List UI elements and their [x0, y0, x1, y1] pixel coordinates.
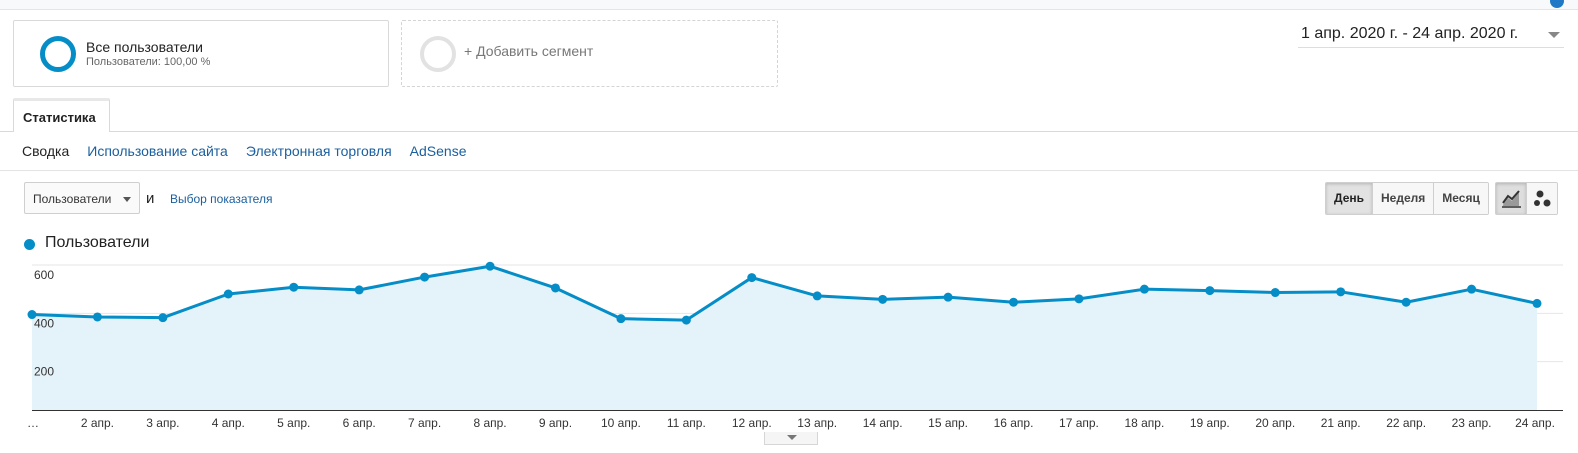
line-chart-icon [1502, 190, 1521, 208]
data-point [27, 310, 37, 320]
data-point [354, 285, 364, 295]
data-point [1139, 284, 1149, 294]
top-toolbar-strip [0, 0, 1578, 10]
x-tick-label: 12 апр. [732, 416, 772, 430]
x-tick-label: 2 апр. [81, 416, 114, 430]
add-segment-button[interactable]: + Добавить сегмент [401, 20, 778, 87]
tab-strip-line [0, 131, 1578, 132]
subnav-adsense[interactable]: AdSense [409, 143, 467, 159]
data-point [420, 272, 430, 282]
x-tick-label: 19 апр. [1190, 416, 1230, 430]
segment-all-users[interactable]: Все пользователи Пользователи: 100,00 % [13, 20, 389, 87]
x-tick-label: 11 апр. [667, 416, 706, 430]
x-tick-label: 3 апр. [146, 416, 179, 430]
chart-type-toggle [1495, 182, 1558, 215]
series-area [32, 266, 1537, 410]
tab-statistics[interactable]: Статистика [13, 98, 110, 132]
choose-metric-link[interactable]: Выбор показателя [170, 192, 273, 206]
data-point [1532, 298, 1542, 308]
data-point [1401, 297, 1411, 307]
empty-segment-ring-icon [420, 36, 456, 72]
metric-select[interactable]: Пользователи [24, 182, 140, 214]
x-tick-label: 21 апр. [1321, 416, 1361, 430]
subnav-divider [0, 170, 1578, 171]
data-point [1270, 288, 1280, 298]
subnav-site-usage[interactable]: Использование сайта [87, 143, 228, 159]
x-tick-label: 20 апр. [1255, 416, 1295, 430]
data-point [943, 292, 953, 302]
data-point [1074, 294, 1084, 304]
x-tick-label: 14 апр. [863, 416, 903, 430]
chevron-down-icon [1548, 32, 1560, 38]
account-indicator[interactable] [1550, 0, 1564, 8]
y-tick-label: 400 [34, 316, 54, 330]
series-line [31, 264, 1538, 322]
data-point [223, 289, 233, 299]
y-tick-label: 600 [34, 268, 54, 282]
x-tick-label: 10 апр. [601, 416, 641, 430]
period-day-button[interactable]: День [1326, 183, 1373, 214]
y-tick-label: 200 [34, 365, 54, 379]
motion-chart-button[interactable] [1526, 183, 1557, 214]
subnav-ecommerce[interactable]: Электронная торговля [245, 143, 392, 159]
users-line-chart: 200 400 600 … 2 апр. 3 апр. 4 апр. 5 апр. 6 апр.… [27, 261, 1563, 430]
x-tick-label: 6 апр. [343, 416, 376, 430]
date-range-picker[interactable]: 1 апр. 2020 г. - 24 апр. 2020 г. [1298, 20, 1564, 48]
x-tick-label: 18 апр. [1124, 416, 1164, 430]
segment-subtitle: Пользователи: 100,00 % [86, 56, 211, 68]
data-point [616, 314, 626, 324]
x-tick-label: 8 апр. [473, 416, 506, 430]
data-point [1467, 284, 1477, 294]
x-tick-label: 16 апр. [994, 416, 1034, 430]
x-tick-label: 13 апр. [797, 416, 837, 430]
x-tick-label: 4 апр. [212, 416, 245, 430]
x-tick-label: … [27, 416, 39, 430]
and-label: и [146, 190, 155, 207]
data-point [1205, 286, 1215, 296]
data-point [681, 315, 691, 325]
x-tick-label: 5 апр. [277, 416, 310, 430]
segment-ring-icon [40, 36, 76, 72]
x-tick-label: 9 апр. [539, 416, 572, 430]
report-subnav: Сводка Использование сайта Электронная т… [22, 143, 467, 161]
data-point [92, 312, 102, 322]
data-point [158, 313, 168, 323]
x-tick-label: 23 апр. [1452, 416, 1492, 430]
line-chart-button[interactable] [1496, 183, 1527, 214]
data-point [485, 261, 495, 271]
motion-chart-icon [1533, 190, 1551, 207]
x-tick-label: 24 апр. [1515, 416, 1555, 430]
add-segment-label: + Добавить сегмент [464, 43, 594, 59]
tab-statistics-label: Статистика [23, 110, 96, 125]
legend-series-label: Пользователи [45, 234, 150, 251]
period-toggle: День Неделя Месяц [1325, 182, 1489, 215]
period-week-button[interactable]: Неделя [1373, 183, 1435, 214]
data-point [812, 291, 822, 301]
data-point [289, 282, 299, 292]
data-point [1336, 287, 1346, 297]
x-tick-label: 15 апр. [928, 416, 968, 430]
legend-series-dot [24, 239, 35, 250]
data-point [747, 273, 757, 283]
chevron-down-icon [123, 197, 131, 202]
period-month-button[interactable]: Месяц [1434, 183, 1488, 214]
data-point [878, 294, 888, 304]
metric-select-value: Пользователи [33, 192, 112, 206]
data-point [1009, 297, 1019, 307]
x-tick-label: 22 апр. [1386, 416, 1426, 430]
subnav-summary[interactable]: Сводка [22, 143, 70, 159]
chevron-down-icon [787, 435, 797, 440]
data-point [550, 283, 560, 293]
x-tick-label: 17 апр. [1059, 416, 1099, 430]
x-tick-label: 7 апр. [408, 416, 441, 430]
date-range-label: 1 апр. 2020 г. - 24 апр. 2020 г. [1301, 25, 1519, 42]
chart-expand-handle[interactable] [764, 432, 818, 445]
segment-title: Все пользователи [86, 39, 203, 55]
